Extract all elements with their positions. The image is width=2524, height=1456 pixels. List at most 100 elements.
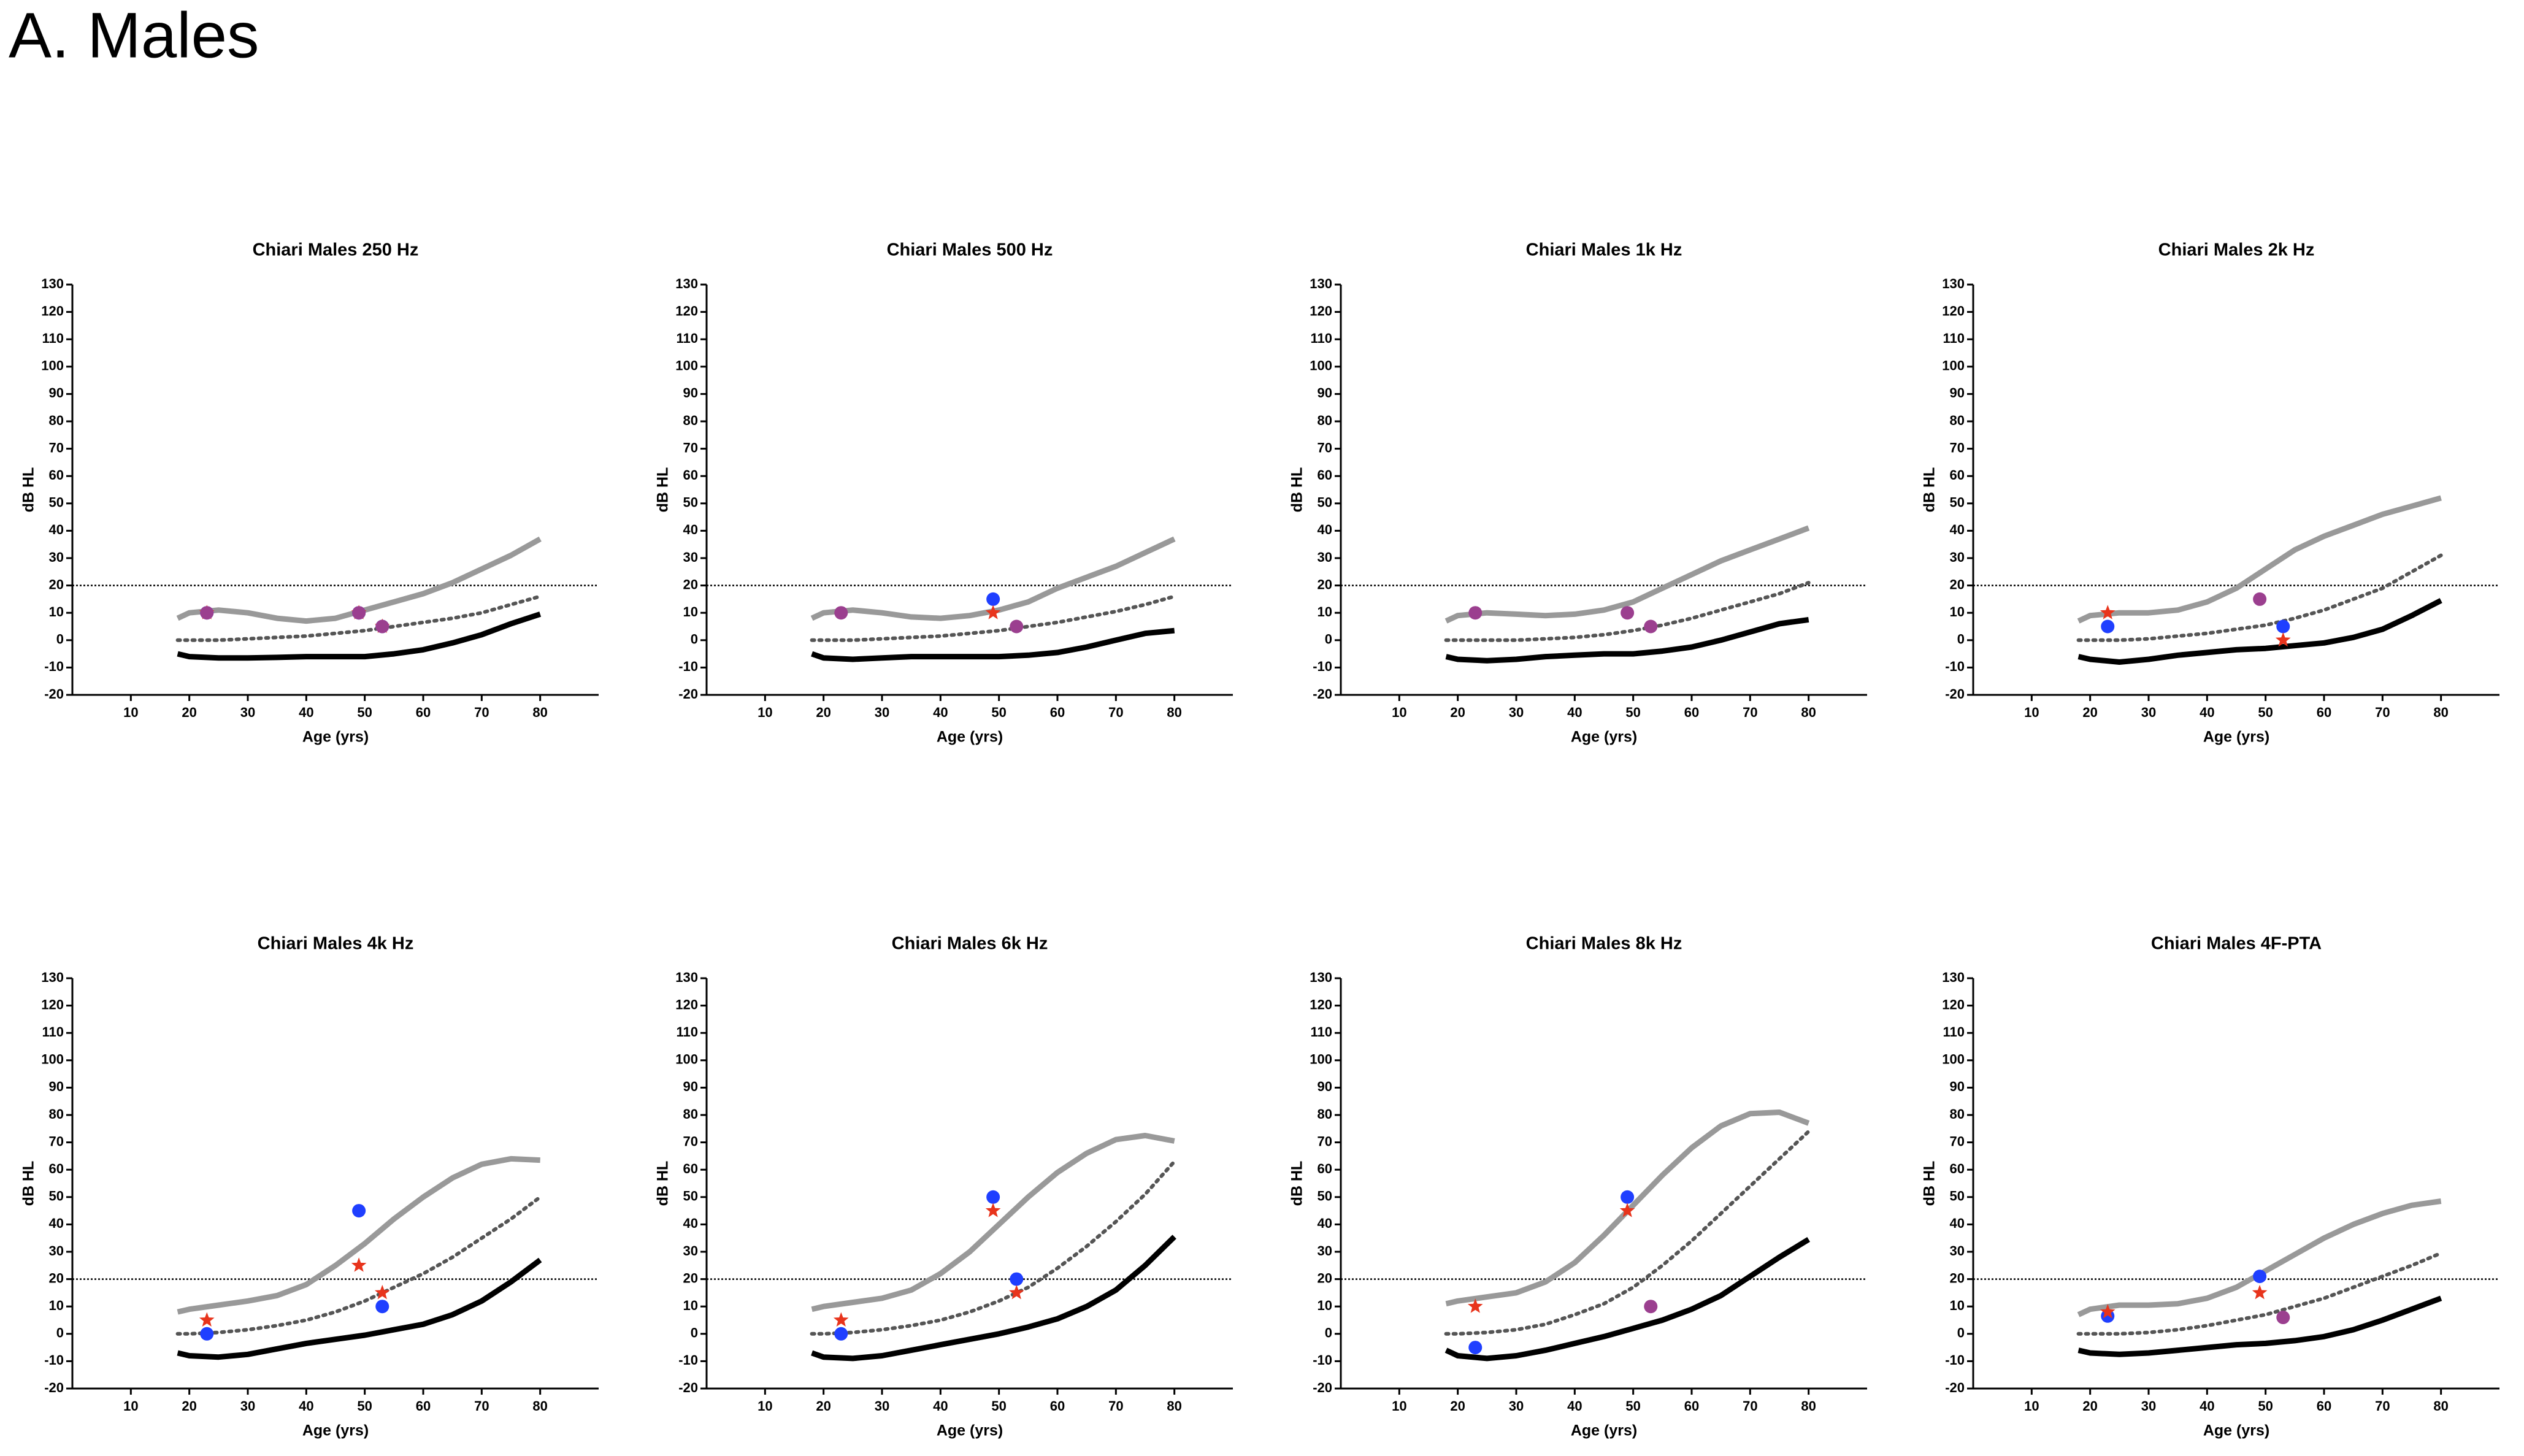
y-tick-label: 110 <box>1943 1024 1965 1040</box>
panel: Chiari Males 2k Hz Age (yrs) dB HL -20 -10 0 1… <box>1921 240 2499 746</box>
y-tick-label: 120 <box>675 303 698 318</box>
y-tick-label: 100 <box>41 1052 64 1067</box>
y-tick-label: -20 <box>1313 686 1332 702</box>
x-axis-label: Age (yrs) <box>1571 729 1637 746</box>
y-tick-label: 20 <box>683 577 698 592</box>
y-tick-label: 130 <box>1310 276 1332 291</box>
y-tick-label: 10 <box>683 604 698 619</box>
x-tick-label: 40 <box>1567 705 1582 720</box>
x-tick-label: 80 <box>1801 705 1816 720</box>
y-tick-label: 100 <box>675 1052 698 1067</box>
panel: Chiari Males 1k Hz Age (yrs) dB HL -20 -10 0 1… <box>1289 240 1867 746</box>
x-tick-label: 50 <box>991 705 1006 720</box>
y-tick-label: 30 <box>683 550 698 565</box>
median-line <box>2076 553 2443 642</box>
star-point <box>2275 632 2291 647</box>
y-tick-label: 40 <box>683 522 698 537</box>
y-tick-label: 20 <box>1950 1270 1965 1285</box>
circle-point <box>2253 592 2267 606</box>
x-tick-label: 10 <box>123 1398 138 1414</box>
percentile-line <box>1444 1237 1811 1362</box>
x-tick-label: 40 <box>933 705 948 720</box>
y-tick-label: 20 <box>1318 1270 1332 1285</box>
y-tick-label: 40 <box>1318 1216 1332 1231</box>
panel-title: Chiari Males 4k Hz <box>258 934 414 954</box>
star-point <box>985 605 1001 619</box>
circle-point <box>375 619 389 634</box>
y-tick-label: 80 <box>49 413 64 428</box>
x-tick-label: 20 <box>2082 705 2097 720</box>
panel: Chiari Males 250 Hz Age (yrs) dB HL -20 -10 0… <box>20 240 599 746</box>
percentile-line <box>1444 525 1810 624</box>
percentile-line <box>811 627 1175 662</box>
circle-point <box>2276 1311 2290 1325</box>
percentile-line <box>811 1133 1175 1312</box>
y-tick-label: 110 <box>42 331 64 346</box>
y-tick-label: 30 <box>1950 1243 1965 1259</box>
y-tick-label: 50 <box>683 495 698 510</box>
x-tick-label: 50 <box>2258 705 2273 720</box>
median-line <box>810 594 1176 642</box>
circle-point <box>1644 619 1658 634</box>
y-tick-label: 80 <box>1950 413 1965 428</box>
percentile-line <box>2077 598 2442 665</box>
circle-point <box>1468 606 1483 620</box>
y-tick-label: 30 <box>49 550 64 565</box>
y-tick-label: 20 <box>1950 577 1965 592</box>
y-axis-label: dB HL <box>654 467 672 513</box>
panel: Chiari Males 500 Hz Age (yrs) dB HL -20 -10 0… <box>654 240 1233 746</box>
figure-title: A. Males <box>9 0 259 72</box>
x-axis-label: Age (yrs) <box>937 1422 1003 1439</box>
y-tick-label: -10 <box>44 1352 64 1368</box>
y-tick-label: 130 <box>675 276 698 291</box>
y-axis-label: dB HL <box>1921 467 1938 513</box>
y-tick-label: -10 <box>1313 1352 1332 1368</box>
percentile-line <box>811 1235 1176 1362</box>
x-tick-label: 80 <box>2433 705 2448 720</box>
x-tick-label: 60 <box>2317 705 2331 720</box>
star-point <box>1619 1203 1635 1217</box>
y-tick-label: 90 <box>1950 385 1965 400</box>
y-tick-label: 70 <box>683 1133 698 1149</box>
y-tick-label: 110 <box>677 1024 699 1040</box>
circle-point <box>1010 619 1024 634</box>
y-tick-label: 20 <box>1318 577 1332 592</box>
x-tick-label: 70 <box>1108 1398 1123 1414</box>
star-point <box>1008 1284 1024 1300</box>
y-tick-label: 50 <box>1318 1189 1332 1204</box>
x-axis-label: Age (yrs) <box>2203 729 2269 746</box>
y-axis-label: dB HL <box>1921 1161 1938 1206</box>
x-tick-label: 70 <box>1743 705 1757 720</box>
percentile-line <box>177 611 542 661</box>
x-tick-label: 40 <box>2200 705 2214 720</box>
y-tick-label: 70 <box>49 1133 64 1149</box>
x-tick-label: 80 <box>532 1398 547 1414</box>
y-tick-label: 30 <box>49 1243 64 1259</box>
percentile-line <box>1445 616 1809 664</box>
y-tick-label: 60 <box>49 1161 64 1176</box>
y-tick-label: 60 <box>1950 1161 1965 1176</box>
x-tick-label: 70 <box>474 1398 489 1414</box>
circle-point <box>200 1327 214 1341</box>
panel-title: Chiari Males 2k Hz <box>2158 240 2315 260</box>
x-tick-label: 50 <box>357 705 372 720</box>
y-tick-label: 0 <box>691 1325 698 1341</box>
star-point <box>2252 1284 2268 1300</box>
x-tick-label: 80 <box>2433 1398 2448 1414</box>
y-tick-label: 0 <box>56 632 64 647</box>
y-tick-label: -10 <box>44 659 64 674</box>
y-tick-label: 10 <box>1950 1298 1965 1313</box>
circle-point <box>200 606 214 620</box>
y-tick-label: 60 <box>683 1161 698 1176</box>
y-tick-label: 70 <box>683 440 698 455</box>
y-tick-label: 40 <box>1950 1216 1965 1231</box>
x-tick-label: 80 <box>1167 1398 1181 1414</box>
y-tick-label: -20 <box>1945 1380 1965 1395</box>
median-line <box>2076 1251 2443 1336</box>
x-tick-label: 80 <box>532 705 547 720</box>
y-axis-label: dB HL <box>1289 1161 1306 1206</box>
x-tick-label: 60 <box>1050 1398 1065 1414</box>
x-tick-label: 60 <box>2317 1398 2331 1414</box>
y-tick-label: 90 <box>1318 1079 1332 1094</box>
x-tick-label: 30 <box>2141 1398 2156 1414</box>
